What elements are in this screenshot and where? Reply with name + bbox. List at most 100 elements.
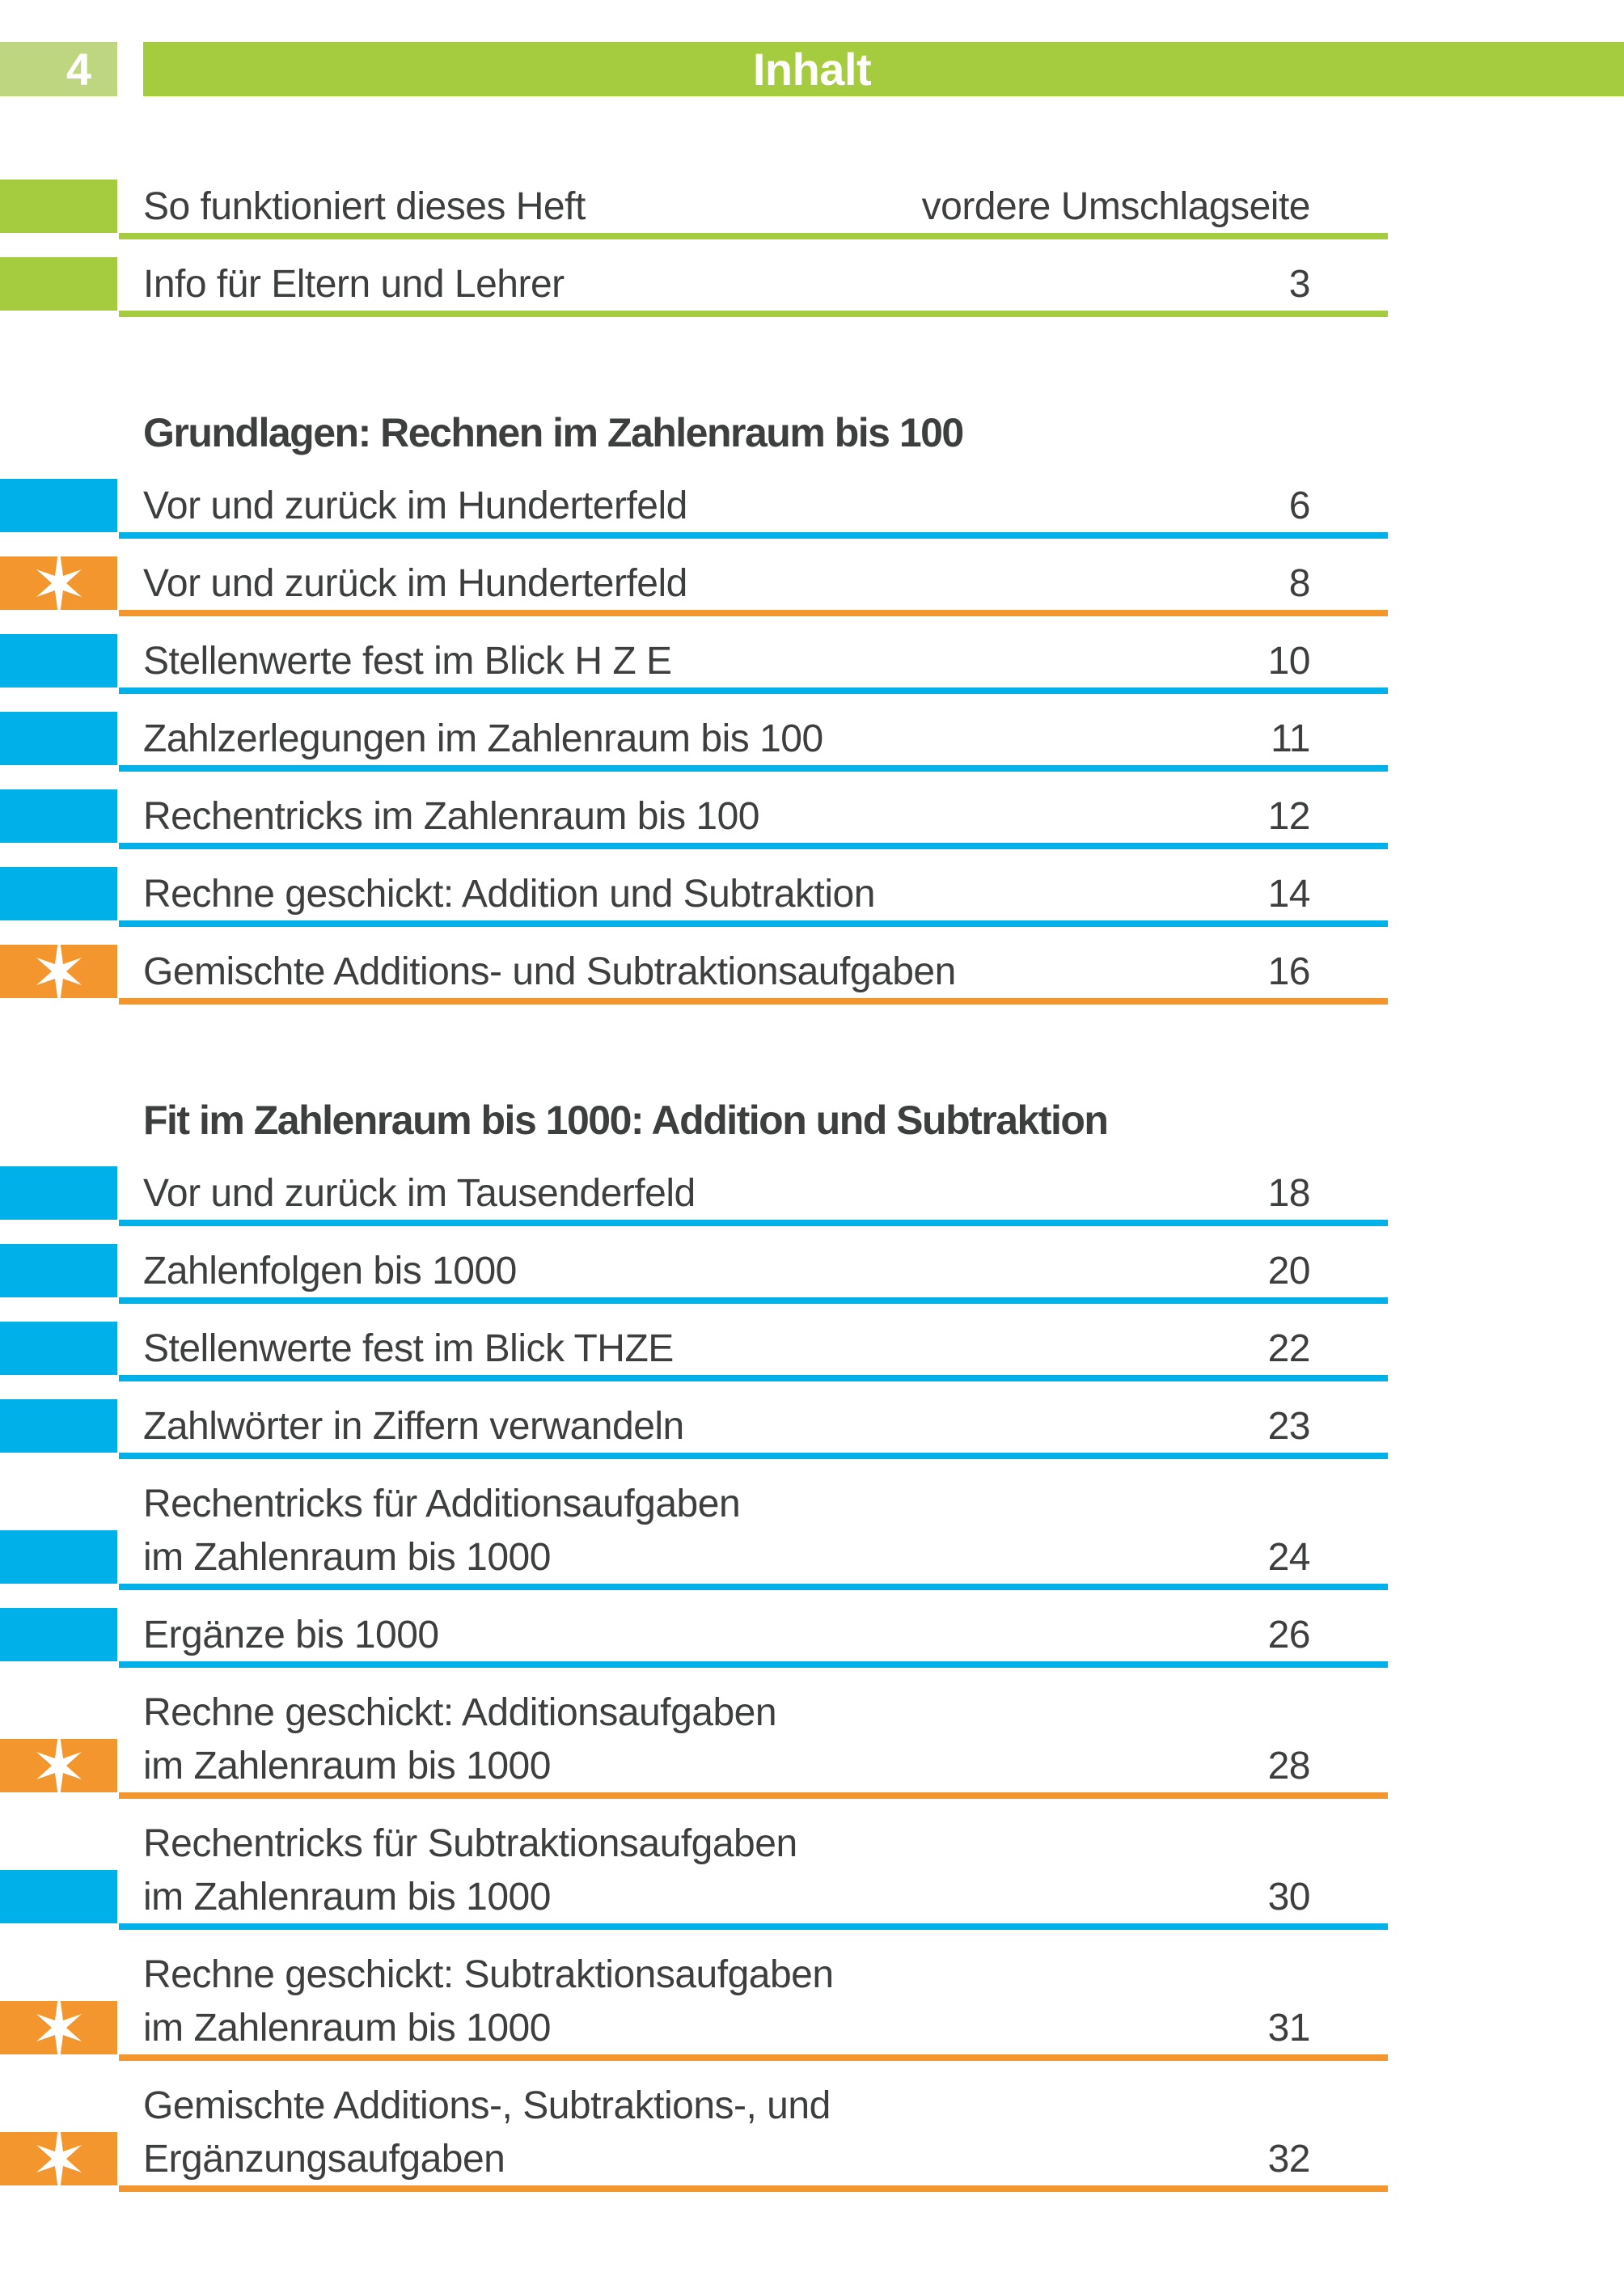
- toc-row: Gemischte Additions-, Subtraktions-, und…: [0, 2079, 1624, 2196]
- entry-line: Vor und zurück im Hunderterfeld 6: [143, 479, 1311, 532]
- entry-line: Ergänzungsaufgaben 32: [143, 2132, 1311, 2185]
- entry-rule: [119, 843, 1388, 849]
- entry-title: Vor und zurück im Tausenderfeld: [143, 1171, 696, 1215]
- entry-page-number: 24: [1267, 1535, 1311, 1579]
- toc-row: Zahlzerlegungen im Zahlenraum bis 100 11: [0, 712, 1624, 772]
- entry-lines: Gemischte Additions- und Subtraktionsauf…: [143, 945, 1311, 998]
- entry-lines: Vor und zurück im Tausenderfeld 18: [143, 1166, 1311, 1220]
- entry-page-number: 12: [1267, 794, 1311, 838]
- entry-line: im Zahlenraum bis 1000 24: [143, 1530, 1311, 1584]
- row-tab: [0, 1244, 117, 1297]
- entry-lines: Rechentricks im Zahlenraum bis 100 12: [143, 789, 1311, 843]
- entry-title-line: Gemischte Additions-, Subtraktions-, und: [143, 2084, 831, 2127]
- toc-row: Stellenwerte fest im Blick H Z E 10: [0, 634, 1624, 694]
- entry-title: Info für Eltern und Lehrer: [143, 262, 565, 306]
- entry-title: Zahlzerlegungen im Zahlenraum bis 100: [143, 717, 823, 760]
- entry-rule: [119, 532, 1388, 539]
- entry-rule: [119, 311, 1388, 317]
- entry-page-number: 22: [1267, 1326, 1311, 1370]
- entry-lines: Rechne geschickt: Additionsaufgaben im Z…: [143, 1686, 1311, 1792]
- entry-page-number: vordere Umschlagseite: [921, 184, 1311, 228]
- star-tab: [0, 546, 117, 620]
- entry-rule: [119, 233, 1388, 239]
- toc-row: Rechne geschickt: Addition und Subtrakti…: [0, 867, 1624, 927]
- entry-rule: [119, 920, 1388, 927]
- entry-line: im Zahlenraum bis 1000 28: [143, 1739, 1311, 1792]
- entry-page-number: 14: [1267, 872, 1311, 916]
- star-tab: [0, 934, 117, 1009]
- toc-row: Rechentricks für Subtraktionsaufgaben im…: [0, 1817, 1624, 1930]
- entry-rule: [119, 1453, 1388, 1459]
- entry-page-number: 26: [1267, 1613, 1311, 1656]
- star-icon: [36, 1991, 82, 2065]
- entry-rule: [119, 1220, 1388, 1226]
- page-title: Inhalt: [752, 44, 872, 95]
- entry-line: Ergänze bis 1000 26: [143, 1608, 1311, 1661]
- entry-line: Rechne geschickt: Addition und Subtrakti…: [143, 867, 1311, 920]
- entry-rule: [119, 1375, 1388, 1381]
- entry-rule: [119, 1661, 1388, 1668]
- toc-row: So funktioniert dieses Heft vordere Umsc…: [0, 180, 1624, 239]
- star-icon: [36, 546, 82, 620]
- star-tab: [0, 2122, 117, 2196]
- toc: So funktioniert dieses Heft vordere Umsc…: [0, 180, 1624, 2196]
- entry-page-number: 8: [1288, 561, 1311, 605]
- entry-rule: [119, 1297, 1388, 1304]
- entry-page-number: 32: [1267, 2137, 1311, 2181]
- entry-title-line: Rechne geschickt: Subtraktionsaufgaben: [143, 1952, 834, 1996]
- star-icon: [36, 1728, 82, 1803]
- row-tab: [0, 479, 117, 532]
- entry-rule: [119, 2185, 1388, 2192]
- entry-page-number: 10: [1267, 639, 1311, 683]
- row-tab: [0, 1870, 117, 1923]
- entry-line: Zahlzerlegungen im Zahlenraum bis 100 11: [143, 712, 1310, 765]
- entry-lines: Zahlenfolgen bis 1000 20: [143, 1244, 1311, 1297]
- entry-lines: So funktioniert dieses Heft vordere Umsc…: [143, 180, 1311, 233]
- entry-title: Ergänze bis 1000: [143, 1613, 439, 1656]
- star-tab: [0, 1728, 117, 1803]
- entry-title-line: Rechne geschickt: Additionsaufgaben: [143, 1690, 777, 1734]
- entry-rule: [119, 765, 1388, 772]
- entry-line: im Zahlenraum bis 1000 30: [143, 1870, 1311, 1923]
- section-heading: Grundlagen: Rechnen im Zahlenraum bis 10…: [143, 410, 964, 455]
- row-tab: [0, 634, 117, 687]
- entry-title: Vor und zurück im Hunderterfeld: [143, 561, 687, 605]
- toc-row: Vor und zurück im Hunderterfeld 8: [0, 546, 1624, 620]
- entry-title: Rechne geschickt: Addition und Subtrakti…: [143, 872, 875, 916]
- toc-row: Zahlenfolgen bis 1000 20: [0, 1244, 1624, 1304]
- entry-line: So funktioniert dieses Heft vordere Umsc…: [143, 180, 1311, 233]
- entry-line: Stellenwerte fest im Blick THZE 22: [143, 1322, 1311, 1375]
- entry-page-number: 28: [1267, 1744, 1311, 1787]
- entry-line: Stellenwerte fest im Blick H Z E 10: [143, 634, 1311, 687]
- entry-rule: [119, 1923, 1388, 1930]
- toc-row: Rechentricks im Zahlenraum bis 100 12: [0, 789, 1624, 849]
- row-tab: [0, 257, 117, 311]
- entry-lines: Rechentricks für Additionsaufgaben im Za…: [143, 1477, 1311, 1584]
- entry-page-number: 20: [1267, 1249, 1311, 1292]
- toc-row: Vor und zurück im Tausenderfeld 18: [0, 1166, 1624, 1226]
- toc-row: Stellenwerte fest im Blick THZE 22: [0, 1322, 1624, 1381]
- entry-lines: Rechne geschickt: Subtraktionsaufgaben i…: [143, 1948, 1311, 2054]
- entry-page-number: 16: [1267, 950, 1311, 993]
- entry-title-line: Rechentricks für Subtraktionsaufgaben: [143, 1821, 797, 1865]
- entry-lines: Rechentricks für Subtraktionsaufgaben im…: [143, 1817, 1311, 1923]
- row-tab: [0, 1166, 117, 1220]
- entry-rule: [119, 687, 1388, 694]
- entry-lines: Zahlwörter in Ziffern verwandeln 23: [143, 1399, 1311, 1453]
- entry-title: Stellenwerte fest im Blick THZE: [143, 1326, 674, 1370]
- page-number: 4: [66, 44, 91, 95]
- entry-line: im Zahlenraum bis 1000 31: [143, 2001, 1311, 2054]
- entry-title: Vor und zurück im Hunderterfeld: [143, 484, 687, 527]
- entry-page-number: 3: [1288, 262, 1311, 306]
- entry-line: Vor und zurück im Hunderterfeld 8: [143, 556, 1311, 610]
- header-bar: [143, 42, 1624, 96]
- entry-lines: Vor und zurück im Hunderterfeld 8: [143, 556, 1311, 610]
- entry-lines: Rechne geschickt: Addition und Subtrakti…: [143, 867, 1311, 920]
- toc-row: Vor und zurück im Hunderterfeld 6: [0, 479, 1624, 539]
- row-tab: [0, 1530, 117, 1584]
- entry-page-number: 30: [1267, 1875, 1311, 1919]
- star-icon: [36, 934, 82, 1009]
- entry-rule: [119, 2054, 1388, 2061]
- entry-title: im Zahlenraum bis 1000: [143, 2006, 551, 2050]
